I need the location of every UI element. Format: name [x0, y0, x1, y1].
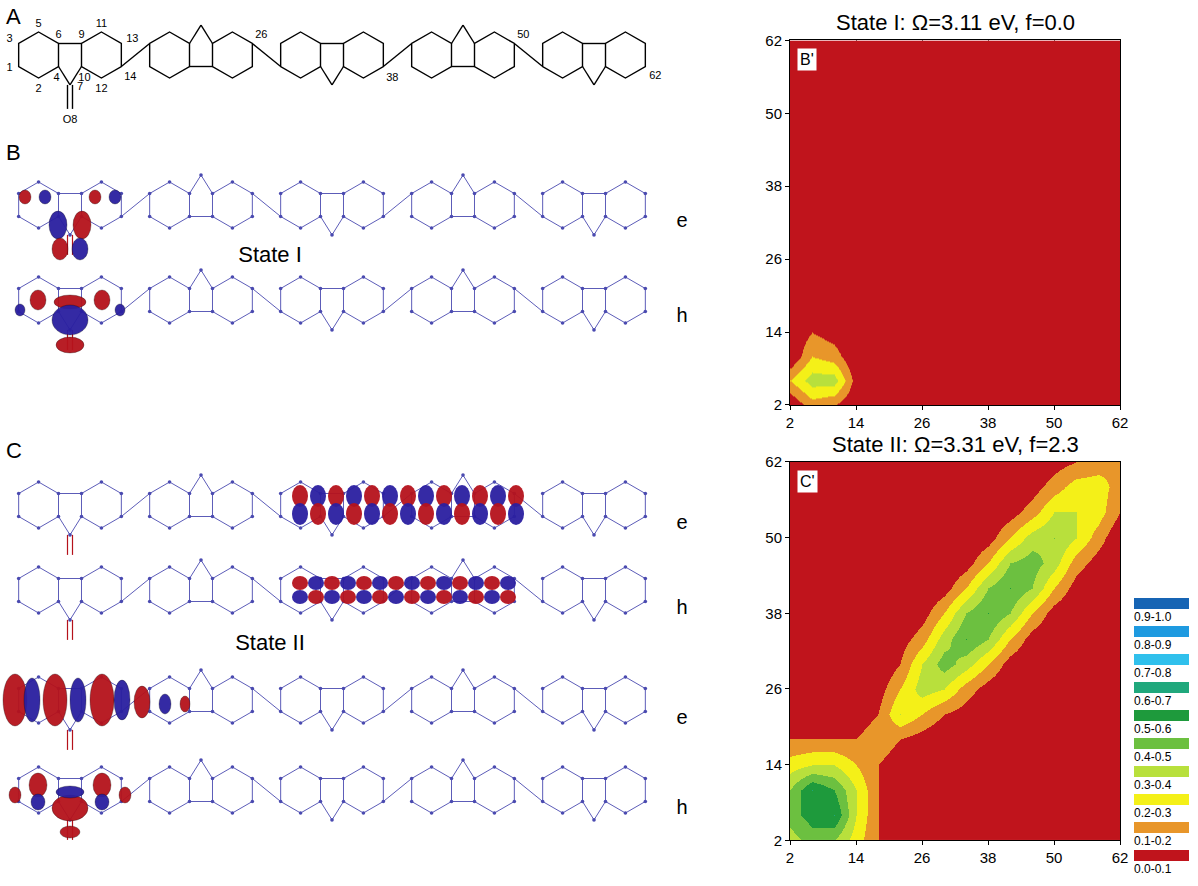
svg-text:50: 50	[1046, 849, 1063, 866]
svg-text:50: 50	[517, 28, 529, 40]
svg-text:26: 26	[765, 250, 782, 267]
svg-text:A: A	[6, 4, 21, 29]
svg-text:3: 3	[7, 32, 13, 44]
svg-text:5: 5	[36, 17, 42, 29]
svg-text:50: 50	[1046, 414, 1063, 431]
svg-text:2: 2	[36, 82, 42, 94]
svg-text:12: 12	[95, 82, 107, 94]
svg-text:38: 38	[980, 414, 997, 431]
svg-text:2: 2	[774, 832, 782, 849]
svg-text:7: 7	[77, 80, 83, 92]
svg-text:26: 26	[765, 680, 782, 697]
svg-text:O8: O8	[63, 113, 78, 125]
html-text:0.5-0.6: 0.5-0.6	[1134, 722, 1172, 736]
svg-text:14: 14	[124, 70, 136, 82]
svg-text:38: 38	[980, 849, 997, 866]
svg-text:4: 4	[53, 71, 59, 83]
svg-text:26: 26	[914, 414, 931, 431]
svg-text:62: 62	[1112, 849, 1129, 866]
svg-text:62: 62	[765, 453, 782, 470]
svg-text:14: 14	[765, 323, 782, 340]
svg-text:50: 50	[765, 529, 782, 546]
html-text:0.6-0.7: 0.6-0.7	[1134, 694, 1172, 708]
svg-text:State II: Ω=3.31 eV, f=2.3: State II: Ω=3.31 eV, f=2.3	[832, 432, 1079, 457]
svg-text:38: 38	[386, 71, 398, 83]
svg-text:2: 2	[786, 414, 794, 431]
svg-text:h: h	[676, 796, 687, 818]
svg-text:11: 11	[96, 17, 107, 29]
svg-text:62: 62	[1112, 414, 1129, 431]
svg-text:10: 10	[78, 70, 91, 83]
svg-text:38: 38	[765, 177, 782, 194]
svg-text:2: 2	[786, 849, 794, 866]
html-text:0.7-0.8: 0.7-0.8	[1134, 666, 1172, 680]
svg-text:h: h	[676, 304, 687, 326]
svg-text:e: e	[676, 209, 687, 231]
svg-text:h: h	[676, 596, 687, 618]
html-text:0.9-1.0: 0.9-1.0	[1134, 610, 1172, 624]
html-text:0.1-0.2: 0.1-0.2	[1134, 834, 1172, 848]
svg-text:14: 14	[848, 849, 865, 866]
svg-text:50: 50	[765, 105, 782, 122]
svg-text:38: 38	[765, 605, 782, 622]
svg-text:26: 26	[255, 28, 267, 40]
html-text:0.4-0.5: 0.4-0.5	[1134, 750, 1172, 764]
svg-text:e: e	[676, 706, 687, 728]
svg-text:2: 2	[774, 396, 782, 413]
svg-text:62: 62	[765, 32, 782, 49]
svg-text:State II: State II	[235, 630, 305, 655]
html-text:0.3-0.4: 0.3-0.4	[1134, 778, 1172, 792]
svg-text:C': C'	[800, 473, 815, 490]
svg-text:9: 9	[78, 28, 84, 40]
svg-text:B: B	[6, 140, 21, 165]
html-text:0.8-0.9: 0.8-0.9	[1134, 638, 1172, 652]
svg-text:13: 13	[126, 32, 138, 44]
svg-text:6: 6	[55, 28, 61, 40]
svg-text:e: e	[676, 511, 687, 533]
html-text:0.2-0.3: 0.2-0.3	[1134, 806, 1172, 820]
svg-text:State I: Ω=3.11 eV, f=0.0: State I: Ω=3.11 eV, f=0.0	[836, 10, 1075, 35]
svg-text:14: 14	[848, 414, 865, 431]
svg-text:14: 14	[765, 756, 782, 773]
svg-text:1: 1	[7, 61, 13, 73]
svg-text:C: C	[6, 438, 22, 463]
svg-text:62: 62	[649, 69, 661, 81]
svg-text:State I: State I	[238, 242, 302, 267]
svg-text:B': B'	[800, 51, 814, 68]
svg-text:26: 26	[914, 849, 931, 866]
html-text:0.0-0.1: 0.0-0.1	[1134, 862, 1172, 876]
